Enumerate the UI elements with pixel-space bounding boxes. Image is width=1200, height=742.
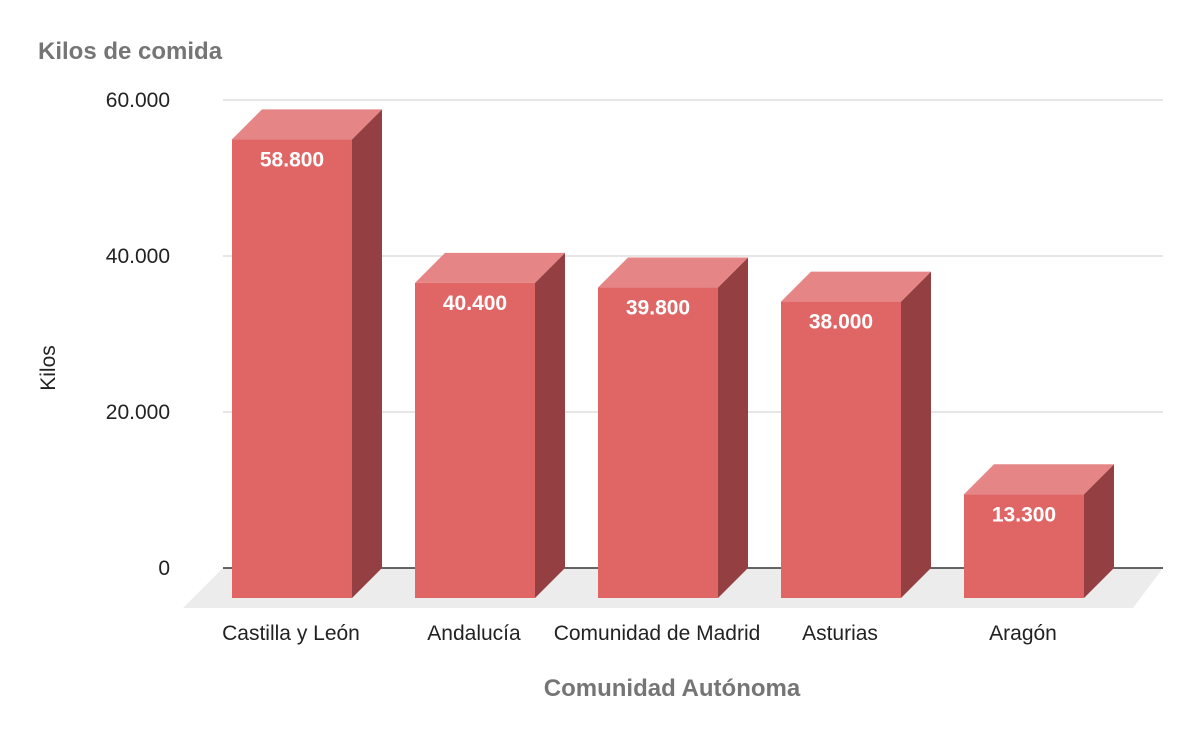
y-axis-title: Kilos [37, 345, 60, 391]
bar-front [232, 139, 352, 599]
y-tick-label: 40.000 [106, 245, 170, 268]
bar-value-label: 38.000 [809, 311, 873, 334]
bar-side [1084, 464, 1114, 598]
x-category-label: Castilla y León [222, 622, 360, 645]
bar-side [901, 271, 931, 598]
value-labels: 58.800 40.400 39.800 38.000 13.300 [260, 148, 1056, 526]
y-tick-label: 0 [158, 557, 170, 580]
x-category-label: Andalucía [427, 622, 521, 645]
bar-front [598, 287, 718, 598]
bar-side [718, 257, 748, 598]
x-category-label: Asturias [802, 622, 878, 645]
bars [232, 109, 1114, 599]
bar-top [598, 257, 748, 288]
y-axis-ticks: 0 20.000 40.000 60.000 [106, 89, 170, 580]
y-tick-label: 20.000 [106, 401, 170, 424]
x-axis-categories: Castilla y León Andalucía Comunidad de Mad… [222, 622, 1057, 645]
bar [598, 257, 748, 598]
bar-value-label: 39.800 [626, 297, 690, 320]
chart-title: Kilos de comida [38, 38, 223, 65]
bar-front [781, 301, 901, 598]
bar-value-label: 58.800 [260, 148, 324, 171]
bar-top [964, 464, 1114, 495]
bar [964, 464, 1114, 598]
bar-top [232, 109, 382, 140]
bar [232, 109, 382, 599]
bar-value-label: 40.400 [443, 292, 507, 315]
bar [781, 271, 931, 598]
bar-top [781, 271, 931, 302]
bar [415, 252, 565, 598]
x-category-label: Comunidad de Madrid [554, 622, 761, 645]
bar-value-label: 13.300 [992, 503, 1056, 526]
bar-side [352, 109, 382, 599]
bar-top [415, 252, 565, 283]
y-tick-label: 60.000 [106, 89, 170, 112]
bar-side [535, 252, 565, 598]
bar-front [964, 494, 1084, 598]
bar-front [415, 282, 535, 598]
x-category-label: Aragón [989, 622, 1057, 645]
x-axis-title: Comunidad Autónoma [544, 675, 801, 702]
